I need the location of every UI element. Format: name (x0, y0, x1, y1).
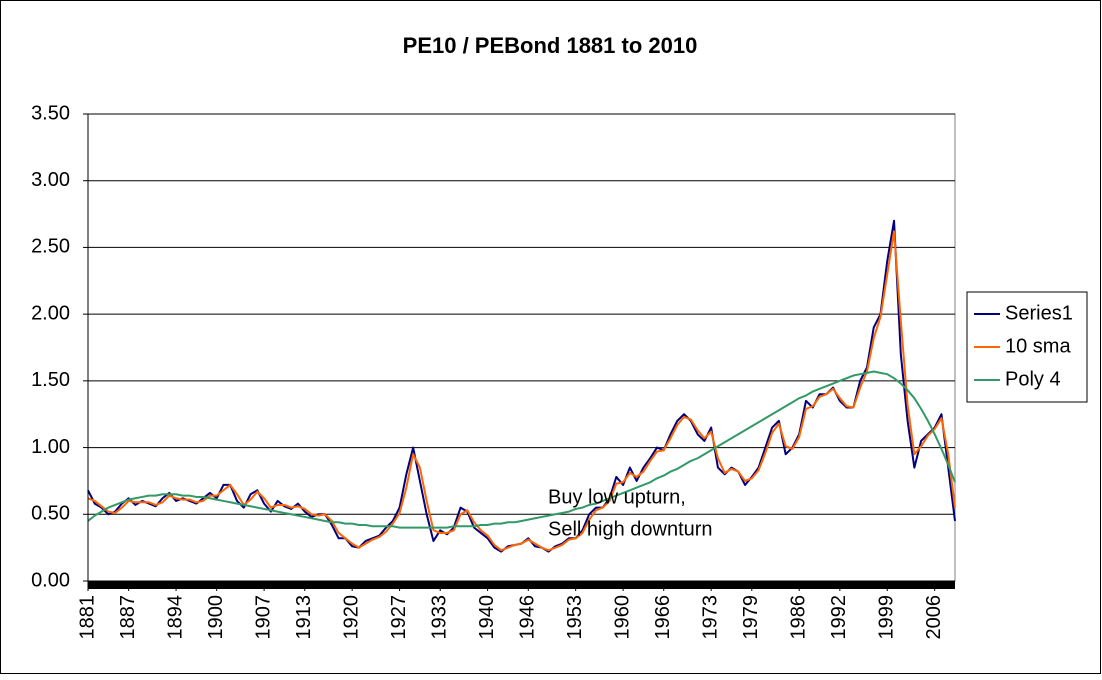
y-tick-label: 2.50 (31, 236, 70, 258)
x-tick-label: 1979 (740, 595, 762, 640)
x-tick-label: 1913 (293, 595, 315, 640)
x-tick-label: 1946 (517, 595, 539, 640)
chart-title: PE10 / PEBond 1881 to 2010 (403, 33, 698, 58)
y-tick-label: 1.50 (31, 369, 70, 391)
x-tick-label: 1999 (876, 595, 898, 640)
x-tick-label: 1907 (252, 595, 274, 640)
y-tick-label: 1.00 (31, 436, 70, 458)
x-tick-label: 1894 (164, 595, 186, 640)
x-tick-label: 1973 (699, 595, 721, 640)
legend-label: Series1 (1005, 302, 1073, 324)
legend: Series1 10 sma Poly 4 (966, 291, 1088, 403)
x-tick-label: 1881 (76, 595, 98, 640)
y-tick-label: 3.50 (31, 102, 70, 124)
y-tick-label: 0.00 (31, 569, 70, 591)
x-axis (88, 581, 955, 589)
x-tick-label: 1940 (476, 595, 498, 640)
lines (87, 219, 956, 553)
x-tick-label: 1992 (828, 595, 850, 640)
x-tick-label: 1933 (429, 595, 451, 640)
x-tick-label: 1986 (787, 595, 809, 640)
legend-label: 10 sma (1005, 335, 1071, 357)
series-line (87, 230, 956, 552)
x-tick-label: 1966 (652, 595, 674, 640)
annotation: Buy low upturn, (548, 486, 686, 508)
y-tick-label: 2.00 (31, 302, 70, 324)
plot-area (87, 113, 956, 582)
x-tick-label: 1960 (611, 595, 633, 640)
x-tick-label: 2006 (923, 595, 945, 640)
x-tick-label: 1887 (117, 595, 139, 640)
x-tick-label: 1900 (205, 595, 227, 640)
annotation: Sell high downturn (548, 518, 713, 540)
x-tick-label: 1953 (564, 595, 586, 640)
y-tick-label: 0.50 (31, 503, 70, 525)
legend-label: Poly 4 (1005, 368, 1061, 390)
axes: 0.00 0.50 1.00 1.50 2.00 2.50 3.00 3.50 1881 1887… (31, 102, 955, 640)
x-tick-label: 1927 (388, 595, 410, 640)
x-tick-label: 1920 (340, 595, 362, 640)
y-tick-label: 3.00 (31, 169, 70, 191)
series-line (87, 370, 956, 529)
